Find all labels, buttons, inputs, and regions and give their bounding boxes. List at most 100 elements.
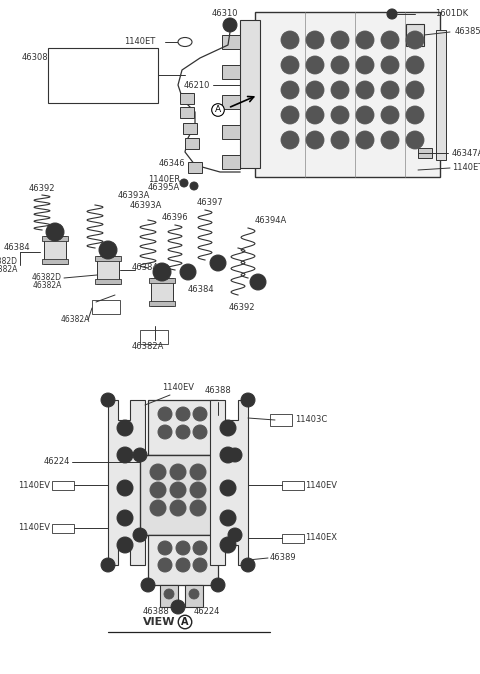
Circle shape bbox=[170, 500, 186, 516]
Bar bbox=[148, 400, 218, 455]
Polygon shape bbox=[108, 400, 145, 565]
Circle shape bbox=[154, 504, 162, 512]
Polygon shape bbox=[210, 400, 248, 565]
Circle shape bbox=[101, 393, 115, 407]
Text: A: A bbox=[215, 106, 221, 115]
Circle shape bbox=[306, 131, 324, 149]
Circle shape bbox=[214, 259, 222, 268]
Circle shape bbox=[158, 558, 172, 572]
Circle shape bbox=[180, 179, 188, 187]
Circle shape bbox=[161, 429, 168, 435]
Circle shape bbox=[196, 410, 204, 417]
Circle shape bbox=[281, 31, 299, 49]
Bar bbox=[149, 301, 175, 306]
Circle shape bbox=[103, 245, 113, 255]
Circle shape bbox=[223, 18, 237, 32]
Circle shape bbox=[193, 407, 207, 421]
Circle shape bbox=[101, 558, 115, 572]
Text: 11403C: 11403C bbox=[295, 415, 327, 425]
Text: 46382A: 46382A bbox=[60, 315, 90, 324]
Bar bbox=[160, 585, 178, 607]
Circle shape bbox=[381, 56, 399, 74]
Circle shape bbox=[281, 81, 299, 99]
Circle shape bbox=[331, 56, 349, 74]
Circle shape bbox=[176, 407, 190, 421]
Text: 46393A: 46393A bbox=[118, 191, 150, 200]
Text: 46308: 46308 bbox=[22, 53, 48, 63]
Circle shape bbox=[154, 468, 162, 476]
Circle shape bbox=[356, 106, 374, 124]
Text: VIEW: VIEW bbox=[143, 617, 175, 627]
Circle shape bbox=[189, 589, 199, 599]
Circle shape bbox=[158, 425, 172, 439]
Bar bbox=[406, 24, 424, 46]
Text: 46224: 46224 bbox=[194, 607, 220, 616]
Circle shape bbox=[161, 410, 168, 417]
Text: 46392: 46392 bbox=[229, 303, 255, 312]
Text: 46388: 46388 bbox=[204, 386, 231, 395]
Circle shape bbox=[180, 561, 187, 568]
Text: 46382A: 46382A bbox=[0, 266, 18, 274]
Circle shape bbox=[331, 31, 349, 49]
Text: 46385A: 46385A bbox=[455, 28, 480, 36]
Text: 46395A: 46395A bbox=[148, 183, 180, 193]
Circle shape bbox=[194, 504, 202, 512]
Circle shape bbox=[241, 393, 255, 407]
Text: 46346: 46346 bbox=[158, 158, 185, 168]
Text: 46384: 46384 bbox=[3, 243, 30, 253]
Bar bbox=[282, 481, 304, 490]
Bar bbox=[95, 279, 121, 284]
Bar bbox=[188, 162, 202, 173]
Text: 1140EV: 1140EV bbox=[18, 481, 50, 489]
Circle shape bbox=[150, 500, 166, 516]
Circle shape bbox=[220, 537, 236, 553]
Circle shape bbox=[331, 106, 349, 124]
Circle shape bbox=[180, 410, 187, 417]
Text: 1140ET: 1140ET bbox=[124, 38, 155, 47]
Bar bbox=[222, 155, 240, 169]
Text: 46382A: 46382A bbox=[33, 282, 62, 290]
Circle shape bbox=[381, 81, 399, 99]
Circle shape bbox=[190, 500, 206, 516]
Text: 46394A: 46394A bbox=[255, 216, 287, 225]
Circle shape bbox=[170, 482, 186, 498]
Bar bbox=[149, 278, 175, 283]
Circle shape bbox=[194, 486, 202, 494]
Circle shape bbox=[180, 429, 187, 435]
Circle shape bbox=[356, 81, 374, 99]
Text: 1140EV: 1140EV bbox=[305, 481, 337, 489]
Circle shape bbox=[406, 106, 424, 124]
Bar bbox=[183, 123, 197, 134]
Circle shape bbox=[158, 407, 172, 421]
Circle shape bbox=[190, 482, 206, 498]
Text: 46347A: 46347A bbox=[452, 148, 480, 158]
Text: 46382D: 46382D bbox=[0, 257, 18, 266]
Circle shape bbox=[331, 131, 349, 149]
Circle shape bbox=[194, 468, 202, 476]
Bar bbox=[436, 30, 446, 160]
Circle shape bbox=[228, 528, 242, 542]
Bar bbox=[222, 35, 240, 49]
Circle shape bbox=[356, 31, 374, 49]
Circle shape bbox=[250, 274, 266, 290]
Circle shape bbox=[174, 504, 182, 512]
Circle shape bbox=[406, 131, 424, 149]
Circle shape bbox=[220, 420, 236, 436]
Text: 1140EV: 1140EV bbox=[162, 383, 194, 392]
Text: 46382D: 46382D bbox=[32, 274, 62, 282]
Text: 46389: 46389 bbox=[270, 553, 297, 563]
Circle shape bbox=[281, 106, 299, 124]
Circle shape bbox=[220, 510, 236, 526]
Circle shape bbox=[180, 545, 187, 551]
Text: 1140ER: 1140ER bbox=[148, 175, 180, 185]
Circle shape bbox=[133, 448, 147, 462]
Bar bbox=[185, 585, 203, 607]
Circle shape bbox=[196, 429, 204, 435]
Bar bbox=[140, 330, 168, 344]
Circle shape bbox=[356, 131, 374, 149]
Circle shape bbox=[190, 182, 198, 190]
Circle shape bbox=[356, 56, 374, 74]
Circle shape bbox=[171, 600, 185, 614]
Text: 46210: 46210 bbox=[184, 80, 210, 90]
Circle shape bbox=[164, 589, 174, 599]
